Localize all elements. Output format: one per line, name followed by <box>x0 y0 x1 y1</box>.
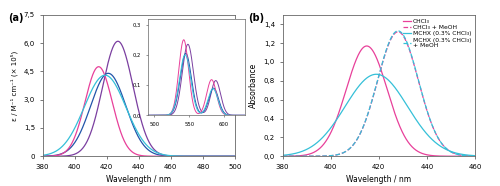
THF <box>114 41 119 43</box>
CHCl₃ <box>73 133 79 135</box>
MCHX (0.3% CHCl₃) <box>208 155 214 157</box>
Y-axis label: ε / M⁻¹ cm⁻¹ (× 10⁵): ε / M⁻¹ cm⁻¹ (× 10⁵) <box>10 50 18 121</box>
CHCl₃ <box>96 66 102 68</box>
MCHX (0.3% CHCl₃) <box>448 150 454 153</box>
THF <box>62 155 68 157</box>
MCHX (0.3% CHCl₃) <box>362 79 368 81</box>
MCHX (0.3% CHCl₃)
+ MeOH <box>354 140 360 142</box>
CHCl₃ <box>354 58 360 60</box>
THF <box>40 155 46 157</box>
MCHX (0.3% CHCl₃)
+ MeOH <box>468 155 474 157</box>
MCHX (0.07% THF) <box>208 155 214 157</box>
Line: CHCl₃ + MeOH: CHCl₃ + MeOH <box>282 32 475 156</box>
CHCl₃ <box>364 45 370 47</box>
MCHX (0.3% CHCl₃)
+ MeOH <box>280 155 285 157</box>
CHCl₃ <box>313 150 319 152</box>
Text: (b): (b) <box>248 13 264 23</box>
CHCl₃ <box>302 154 308 156</box>
MCHX (0.07% THF) <box>40 155 46 157</box>
CHCl₃ <box>228 155 234 157</box>
MCHX (0.3% CHCl₃) <box>102 74 108 76</box>
Line: MCHX (0.07% THF): MCHX (0.07% THF) <box>42 73 235 156</box>
CHCl₃ <box>280 155 285 157</box>
MCHX (0.07% THF) <box>228 155 234 157</box>
CHCl₃ + MeOH <box>313 155 319 157</box>
MCHX (0.3% CHCl₃)
+ MeOH <box>448 150 454 153</box>
CHCl₃ <box>232 155 238 157</box>
CHCl₃ + MeOH <box>468 155 474 157</box>
CHCl₃ + MeOH <box>472 155 478 157</box>
MCHX (0.3% CHCl₃)
+ MeOH <box>302 155 308 157</box>
CHCl₃ <box>362 45 368 48</box>
MCHX (0.3% CHCl₃) <box>468 154 474 157</box>
THF <box>232 155 238 157</box>
Line: MCHX (0.3% CHCl₃)
+ MeOH: MCHX (0.3% CHCl₃) + MeOH <box>282 31 475 156</box>
THF <box>208 155 214 157</box>
CHCl₃ <box>122 141 128 143</box>
Line: CHCl₃: CHCl₃ <box>42 67 235 156</box>
MCHX (0.3% CHCl₃) <box>73 125 79 127</box>
X-axis label: Wavelength / nm: Wavelength / nm <box>106 175 172 185</box>
MCHX (0.3% CHCl₃)
+ MeOH <box>395 30 401 32</box>
MCHX (0.3% CHCl₃) <box>228 155 234 157</box>
CHCl₃ + MeOH <box>354 140 360 142</box>
CHCl₃ <box>448 155 454 157</box>
MCHX (0.3% CHCl₃) <box>122 103 128 105</box>
Line: THF: THF <box>42 41 235 156</box>
MCHX (0.07% THF) <box>62 151 68 154</box>
CHCl₃ <box>40 155 46 157</box>
MCHX (0.07% THF) <box>73 140 79 142</box>
MCHX (0.3% CHCl₃) <box>302 149 308 152</box>
Legend: THF, MCHX (0.07% THF), CHCl₃, MCHX (0.3% CHCl₃): THF, MCHX (0.07% THF), CHCl₃, MCHX (0.3%… <box>162 18 232 43</box>
CHCl₃ + MeOH <box>362 122 368 124</box>
CHCl₃ + MeOH <box>280 155 285 157</box>
CHCl₃ <box>62 151 68 153</box>
MCHX (0.3% CHCl₃) <box>232 155 238 157</box>
MCHX (0.3% CHCl₃) <box>374 73 380 75</box>
MCHX (0.07% THF) <box>232 155 238 157</box>
MCHX (0.3% CHCl₃) <box>313 142 319 145</box>
CHCl₃ + MeOH <box>448 150 454 153</box>
MCHX (0.3% CHCl₃) <box>354 88 360 91</box>
Text: (a): (a) <box>8 13 24 23</box>
MCHX (0.3% CHCl₃) <box>472 155 478 157</box>
MCHX (0.3% CHCl₃) <box>40 154 46 156</box>
MCHX (0.07% THF) <box>106 72 112 74</box>
Y-axis label: Absorbance: Absorbance <box>249 63 258 108</box>
CHCl₃ <box>468 155 474 157</box>
CHCl₃ + MeOH <box>395 31 401 33</box>
MCHX (0.3% CHCl₃) <box>62 143 68 145</box>
CHCl₃ + MeOH <box>302 155 308 157</box>
Line: CHCl₃: CHCl₃ <box>282 46 475 156</box>
THF <box>73 153 79 155</box>
THF <box>228 155 234 157</box>
Line: MCHX (0.3% CHCl₃): MCHX (0.3% CHCl₃) <box>42 75 235 156</box>
Legend: CHCl₃, CHCl₃ + MeOH, MCHX (0.3% CHCl₃), MCHX (0.3% CHCl₃)
+ MeOH: CHCl₃, CHCl₃ + MeOH, MCHX (0.3% CHCl₃), … <box>402 18 472 49</box>
MCHX (0.3% CHCl₃) <box>114 85 119 87</box>
MCHX (0.07% THF) <box>114 81 119 83</box>
X-axis label: Wavelength / nm: Wavelength / nm <box>346 175 412 185</box>
MCHX (0.3% CHCl₃)
+ MeOH <box>362 122 368 124</box>
MCHX (0.3% CHCl₃)
+ MeOH <box>472 155 478 157</box>
Line: MCHX (0.3% CHCl₃): MCHX (0.3% CHCl₃) <box>282 74 475 156</box>
CHCl₃ <box>472 155 478 157</box>
MCHX (0.3% CHCl₃)
+ MeOH <box>313 155 319 157</box>
MCHX (0.07% THF) <box>122 101 128 104</box>
THF <box>115 40 121 42</box>
CHCl₃ <box>208 155 214 157</box>
THF <box>122 51 128 53</box>
MCHX (0.3% CHCl₃) <box>280 154 285 156</box>
CHCl₃ <box>114 117 119 119</box>
